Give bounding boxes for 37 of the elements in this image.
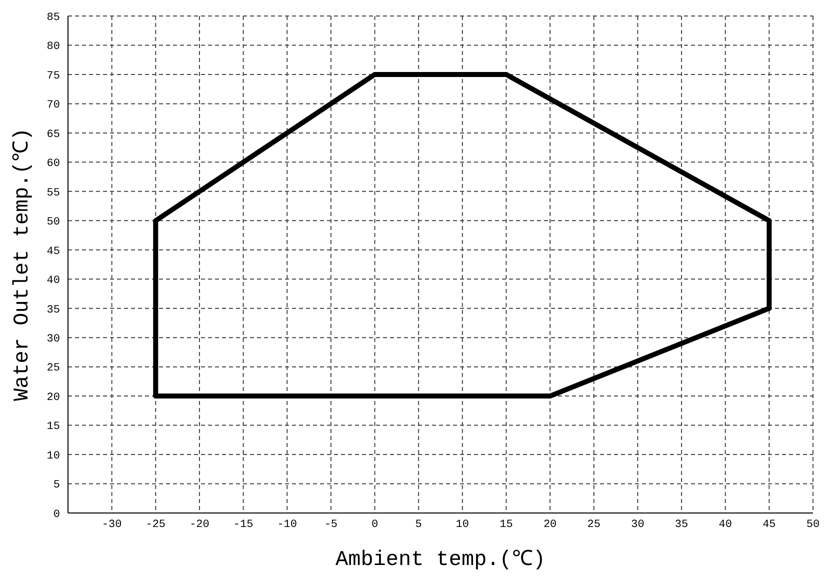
y-tick-label: 45 bbox=[46, 246, 60, 258]
y-tick-label: 60 bbox=[46, 158, 60, 170]
x-tick-label: 30 bbox=[631, 518, 644, 531]
y-tick-label: 85 bbox=[46, 12, 60, 24]
y-tick-label: 40 bbox=[46, 275, 60, 288]
y-tick-label: 5 bbox=[53, 480, 60, 492]
y-tick-label: 65 bbox=[46, 128, 60, 141]
x-tick-label: -30 bbox=[102, 518, 122, 531]
x-tick-label: 40 bbox=[718, 518, 732, 531]
y-axis-title: Water Outlet temp.(℃) bbox=[11, 128, 34, 402]
x-tick-label: 15 bbox=[500, 518, 513, 531]
y-tick-label: 10 bbox=[46, 450, 60, 462]
y-tick-label: 35 bbox=[46, 304, 60, 316]
y-tick-label: 50 bbox=[46, 216, 60, 229]
y-tick-label: 80 bbox=[46, 41, 60, 54]
x-tick-label: 10 bbox=[456, 518, 470, 531]
x-tick-label: -10 bbox=[277, 518, 298, 531]
y-tick-label: 75 bbox=[46, 70, 60, 82]
y-tick-label: 70 bbox=[46, 100, 60, 112]
x-tick-label: 35 bbox=[674, 518, 688, 531]
x-tick-label: -25 bbox=[146, 518, 166, 531]
x-tick-label: -20 bbox=[190, 518, 210, 531]
y-tick-label: 25 bbox=[46, 362, 60, 375]
x-tick-label: 20 bbox=[543, 518, 557, 531]
y-tick-label: 55 bbox=[46, 187, 60, 200]
x-tick-label: 5 bbox=[415, 518, 422, 531]
x-tick-label: 50 bbox=[806, 518, 820, 531]
y-tick-label: 15 bbox=[46, 421, 60, 434]
y-tick-label: 20 bbox=[46, 392, 60, 404]
y-tick-label: 0 bbox=[53, 508, 60, 521]
x-tick-label: 25 bbox=[587, 518, 600, 531]
x-tick-label: -5 bbox=[324, 518, 338, 531]
x-tick-label: 0 bbox=[371, 518, 378, 531]
x-tick-label: 45 bbox=[762, 518, 776, 531]
x-axis-title: Ambient temp.(℃) bbox=[335, 549, 546, 572]
y-tick-label: 30 bbox=[46, 333, 60, 346]
x-tick-label: -15 bbox=[233, 518, 254, 531]
